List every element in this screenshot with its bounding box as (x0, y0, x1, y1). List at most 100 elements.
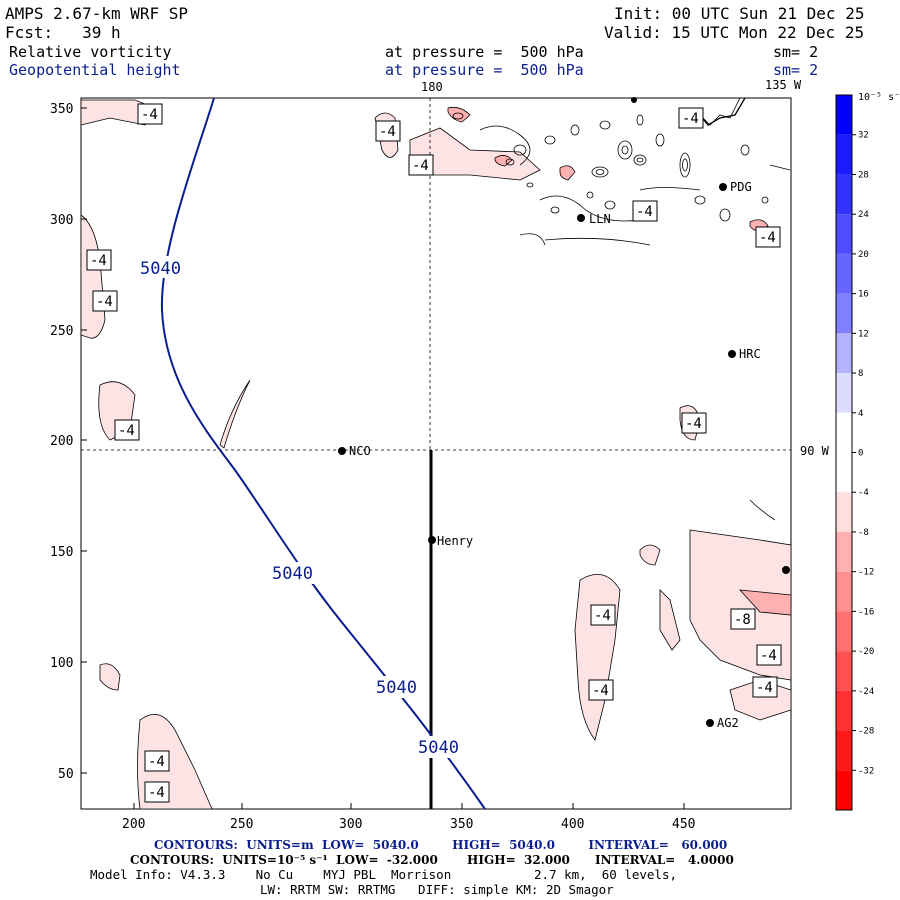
station-marker (428, 536, 436, 544)
vort-label: -4 (759, 230, 776, 246)
colorbar-swatch (836, 412, 852, 453)
valid-time: Valid: 15 UTC Mon 22 Dec 25 (604, 23, 865, 42)
station-label: LLN (589, 212, 611, 226)
colorbar-swatch (836, 293, 852, 334)
station-marker (338, 447, 346, 455)
pressure-vorticity: at pressure = 500 hPa (385, 43, 584, 61)
vort-label: -4 (412, 158, 429, 174)
height-label: 5040 (376, 678, 417, 698)
meridian-label-90w: 90 W (800, 444, 830, 458)
smoothing-vorticity: sm= 2 (773, 43, 819, 61)
vort-label: -4 (685, 416, 702, 432)
footer-model-info: Model Info: V4.3.3 No Cu MYJ PBL Morriso… (90, 867, 677, 882)
station-marker (706, 719, 714, 727)
height-labels: 5040 5040 5040 5040 (138, 256, 466, 758)
colorbar-swatch (836, 134, 852, 175)
colorbar-swatch (836, 651, 852, 691)
field-vorticity: Relative vorticity (9, 43, 172, 61)
vortex-cluster (452, 97, 791, 521)
colorbar-label: -4 (858, 488, 869, 498)
x-tick-label: 450 (672, 817, 695, 832)
colorbar-unit: 10⁻⁵ s⁻¹ (858, 92, 900, 103)
colorbar-label: 20 (858, 250, 869, 260)
y-tick-label: 100 (50, 656, 73, 671)
vort-label: -4 (379, 124, 396, 140)
station-marker (719, 183, 727, 191)
vort-label: -4 (756, 680, 773, 696)
stations: NCO Henry LLN PDG HRC AG2 (338, 97, 790, 730)
colorbar-swatch (836, 95, 852, 135)
vort-label: -4 (636, 204, 653, 220)
colorbar-swatch (836, 531, 852, 572)
y-tick-label: 350 (50, 102, 73, 117)
colorbar-label: -24 (858, 687, 874, 697)
station-marker (728, 350, 736, 358)
vort-label: -4 (118, 423, 135, 439)
height-label: 5040 (272, 564, 313, 584)
vort-label: -4 (594, 608, 611, 624)
colorbar-label: -32 (858, 766, 874, 776)
smoothing-height: sm= 2 (773, 61, 819, 79)
y-tick-label: 50 (58, 767, 74, 782)
colorbar-label: -28 (858, 727, 874, 737)
colorbar: 32 28 24 20 16 12 8 4 0 -4 -8 -12 -16 -20 -24 -28 -32 (835, 94, 874, 811)
x-tick-label: 250 (230, 817, 253, 832)
colorbar-label: 16 (858, 290, 869, 300)
station-marker (631, 97, 637, 103)
x-tick-label: 350 (450, 817, 473, 832)
colorbar-swatch (836, 730, 852, 771)
colorbar-label: 24 (858, 210, 869, 220)
x-tick-label: 200 (122, 817, 145, 832)
forecast-hour: Fcst: 39 h (5, 23, 121, 42)
coastline-fragment (699, 97, 746, 126)
map-frame (80, 97, 792, 810)
station-label: HRC (739, 347, 761, 361)
colorbar-swatch (836, 770, 852, 810)
colorbar-label: 0 (858, 449, 863, 459)
colorbar-swatch (836, 333, 852, 374)
footer-vorticity-contours: CONTOURS: UNITS=10⁻⁵ s⁻¹ LOW= -32.000 HI… (130, 853, 734, 867)
station-marker (782, 566, 790, 574)
vort-label: -8 (734, 612, 751, 628)
colorbar-label: 28 (858, 170, 869, 180)
station-label: PDG (730, 180, 752, 194)
colorbar-swatch (836, 452, 852, 493)
y-tick-label: 200 (50, 434, 73, 449)
colorbar-label: -12 (858, 568, 874, 578)
vort-label: -4 (682, 111, 699, 127)
footer-height-contours: CONTOURS: UNITS=m LOW= 5040.0 HIGH= 5040… (154, 838, 728, 852)
vort-label: -4 (592, 683, 609, 699)
pressure-height: at pressure = 500 hPa (385, 61, 584, 79)
colorbar-swatch (836, 611, 852, 652)
colorbar-swatch (836, 214, 852, 254)
station-label: Henry (437, 534, 473, 548)
colorbar-label: 12 (858, 329, 869, 339)
init-time: Init: 00 UTC Sun 21 Dec 25 (614, 4, 865, 23)
meridian-label-180: 180 (421, 80, 443, 94)
y-tick-label: 300 (50, 213, 73, 228)
vort-label: -4 (96, 294, 113, 310)
colorbar-label: 32 (858, 131, 869, 141)
vort-label: -4 (90, 253, 107, 269)
model-title: AMPS 2.67-km WRF SP (5, 4, 189, 23)
field-height: Geopotential height (9, 61, 181, 79)
y-tick-label: 150 (50, 545, 73, 560)
station-label: AG2 (717, 716, 739, 730)
colorbar-label: -8 (858, 528, 869, 538)
vorticity-labels: -4 -4 -4 -4 -4 -4 -4 -4 -4 -4 -4 -4 -4 -… (86, 103, 782, 803)
vort-label: -4 (760, 648, 777, 664)
x-tick-label: 400 (561, 817, 584, 832)
x-tick-label: 300 (339, 817, 362, 832)
vort-label: -4 (148, 754, 165, 770)
footer-physics-info: LW: RRTM SW: RRTMG DIFF: simple KM: 2D S… (260, 882, 614, 897)
vorticity-sliver (219, 379, 251, 449)
station-marker (577, 214, 585, 222)
height-label: 5040 (418, 738, 459, 758)
colorbar-swatch (836, 571, 852, 612)
vort-label: -4 (141, 107, 158, 123)
colorbar-label: 8 (858, 369, 863, 379)
colorbar-label: 4 (858, 409, 863, 419)
colorbar-swatch (836, 373, 852, 413)
colorbar-swatch (836, 174, 852, 215)
